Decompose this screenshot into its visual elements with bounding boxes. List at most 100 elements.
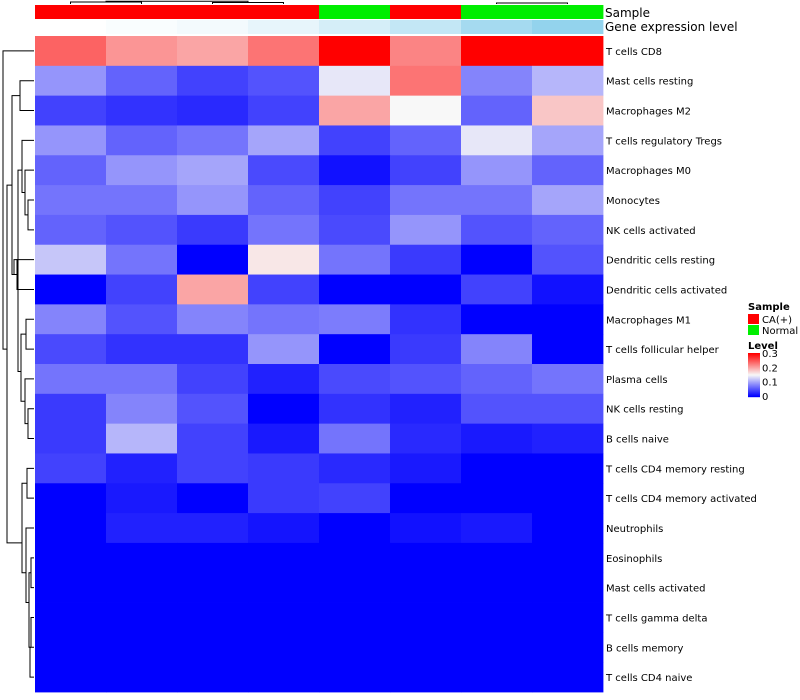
sample-annotation-cell <box>177 5 249 19</box>
heatmap-cell <box>319 274 391 305</box>
row-dendrogram-branch <box>19 80 34 112</box>
legend-colorbar-slice <box>748 366 760 368</box>
heatmap-cell <box>319 393 391 425</box>
heatmap-cell <box>319 244 391 275</box>
heatmap-cell <box>177 155 249 186</box>
row-dendrogram-branch <box>20 333 26 402</box>
heatmap-cell <box>248 572 320 603</box>
heatmap-cell <box>532 214 604 246</box>
heatmap-cell <box>532 155 604 186</box>
heatmap-cell <box>106 214 178 246</box>
row-label: Dendritic cells activated <box>606 285 727 296</box>
heatmap-cell <box>177 393 249 425</box>
sample-annotation-cell <box>35 5 107 19</box>
legend-sample-label: Normal <box>762 326 798 337</box>
column-dendrogram-branch <box>105 0 249 3</box>
heatmap-cell <box>319 155 391 186</box>
heatmap-cell <box>177 423 249 454</box>
legend-sample-items: CA(+)Normal <box>748 314 798 337</box>
legend-colorbar-slice <box>748 389 760 391</box>
legend-colorbar-slice <box>748 369 760 371</box>
heatmap-cell <box>35 364 107 395</box>
sample-annotation-cell <box>319 5 391 19</box>
legend-colorbar-slice <box>748 374 760 376</box>
heatmap-cell <box>461 393 533 425</box>
heatmap-cell <box>35 334 107 365</box>
sample-annotation-cell <box>390 5 462 19</box>
legend-colorbar-slice <box>748 354 760 356</box>
heatmap-cell <box>106 334 178 365</box>
heatmap-cell <box>532 244 604 275</box>
heatmap-cell <box>106 95 178 126</box>
heatmap-cell <box>532 662 604 693</box>
legend-colorbar-slice <box>748 395 760 397</box>
sample-annotation-cell <box>461 5 533 19</box>
heatmap-cell <box>319 214 391 246</box>
legend-colorbar-slice <box>748 377 760 379</box>
heatmap-cell <box>35 632 107 663</box>
heatmap-cell <box>177 244 249 275</box>
heatmap-cell <box>106 364 178 395</box>
row-dendrogram-branch <box>16 259 34 290</box>
gene-annotation-cell <box>532 20 604 34</box>
legend-level-tick: 0.2 <box>762 363 778 374</box>
legend-colorbar-slice <box>748 364 760 366</box>
legend-level-tick: 0.3 <box>762 349 778 360</box>
legend-colorbar-slice <box>748 359 760 361</box>
row-dendrogram-branch <box>29 646 34 678</box>
heatmap-cell <box>390 483 462 514</box>
legend-colorbar-slice <box>748 394 760 396</box>
row-label: T cells CD4 naive <box>605 673 692 684</box>
heatmap-cell <box>248 364 320 395</box>
row-dendrogram-branch <box>26 467 34 499</box>
heatmap-cell <box>177 453 249 484</box>
heatmap-cell <box>319 453 391 484</box>
heatmap-cell <box>35 185 107 216</box>
heatmap-cell <box>390 513 462 544</box>
heatmap-cell <box>319 483 391 514</box>
legend-colorbar-slice <box>748 387 760 389</box>
heatmap-cell <box>35 65 107 97</box>
heatmap-cell <box>532 572 604 603</box>
heatmap-cell <box>106 393 178 425</box>
legend-colorbar-slice <box>748 360 760 362</box>
legend-colorbar-slice <box>748 371 760 373</box>
heatmap-cell <box>248 632 320 663</box>
heatmap-cell <box>319 65 391 97</box>
heatmap-cell <box>532 334 604 365</box>
heatmap-cell <box>106 244 178 275</box>
heatmap-cell <box>390 214 462 246</box>
heatmap-cell <box>35 483 107 514</box>
heatmap-cell <box>532 95 604 126</box>
heatmap-cell <box>106 572 178 603</box>
heatmap-cell <box>106 632 178 663</box>
heatmap-cell <box>248 662 320 693</box>
heatmap-cell <box>532 125 604 156</box>
heatmap-cell <box>390 95 462 126</box>
heatmap-cell <box>532 304 604 335</box>
row-label: Mast cells resting <box>606 77 693 88</box>
heatmap-cell <box>390 453 462 484</box>
legend-colorbar-slice <box>748 353 760 355</box>
row-dendrogram-branch <box>30 616 34 648</box>
heatmap-cell <box>461 513 533 544</box>
column-dendrogram <box>70 0 568 4</box>
row-dendrogram-branch <box>27 408 34 440</box>
sample-annotation-title: Sample <box>605 6 650 20</box>
sample-annotation-cell <box>532 5 604 19</box>
heatmap-cell <box>248 334 320 365</box>
row-dendrogram-branch <box>25 318 34 350</box>
row-dendrogram-branch <box>17 169 22 372</box>
heatmap-cell <box>177 95 249 126</box>
gene-annotation-cell <box>319 20 391 34</box>
row-dendrogram-branch <box>24 169 34 216</box>
heatmap-cell <box>319 364 391 395</box>
row-dendrogram <box>2 50 34 678</box>
legend-colorbar-slice <box>748 357 760 359</box>
heatmap-cell <box>35 662 107 693</box>
heatmap-cell <box>248 453 320 484</box>
heatmap-cell <box>532 423 604 454</box>
column-dendrogram-branch <box>212 2 284 4</box>
gene-annotation-cell <box>35 20 107 34</box>
heatmap-cell <box>461 632 533 663</box>
